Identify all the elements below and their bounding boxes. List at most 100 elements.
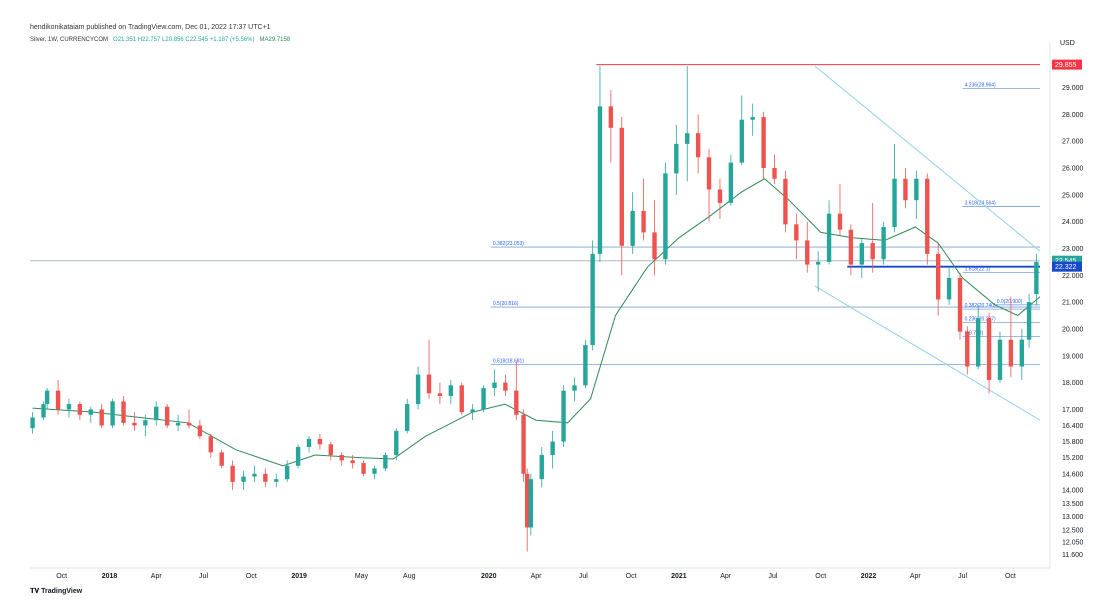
y-tick-label: 28.000 [1062,112,1084,119]
candle-body [132,422,137,426]
candle-body [143,420,148,426]
x-tick-label: 2020 [481,573,497,580]
candle-body [154,406,159,421]
y-tick-label: 18.000 [1062,380,1084,387]
candle-body [306,438,312,447]
price-label-box [1052,261,1082,272]
candle-body [448,385,454,397]
candle-body [1034,261,1039,295]
ma-value: MA29.7158 [259,37,291,43]
candle-body [550,441,555,456]
candle-body [175,422,181,426]
candle-body [965,331,970,367]
candle-body [674,143,679,174]
y-tick-label: 13.000 [1062,514,1084,521]
candle-body [219,452,224,466]
y-tick-label: 14.000 [1062,487,1084,494]
candle-body [328,444,334,456]
price-label-box [1052,59,1082,70]
candle-body [492,382,497,388]
candle-body [44,390,50,405]
candle-body [284,465,290,480]
candle-body [66,404,72,410]
y-tick-label: 27.000 [1062,139,1084,146]
candle-body [539,455,544,480]
candle-body [685,133,690,144]
channel-upper-line [814,65,1041,252]
candle-body [41,404,46,418]
x-tick-label: 2018 [102,573,118,580]
candle-body [695,133,701,158]
fib-level-label: 0.382(23.053) [493,241,524,247]
candle-body [263,473,268,482]
fib-level-label: 0.5(20.816) [493,301,519,307]
candle-body [1019,339,1025,367]
candle-body [750,117,755,120]
x-tick-label: Apr [720,573,732,580]
published-caption: hendikonikataiam published on TradingVie… [30,24,271,31]
candle-body [164,406,170,426]
x-tick-label: Oct [626,573,637,580]
candle-body [837,213,843,230]
candle-body [1026,302,1032,340]
y-tick-label: 12.050 [1062,540,1084,547]
candle-body [274,479,279,482]
candle-body [783,178,788,225]
candle-body [339,455,344,461]
x-tick-label: Apr [531,573,543,580]
candle-body [426,374,432,394]
candle-body [186,422,192,426]
symbol-name[interactable]: Silver, 1W, CURRENCYCOM [30,37,109,43]
y-tick-label: 11.600 [1062,552,1083,559]
x-tick-label: Jul [579,573,588,580]
candle-body [641,210,646,233]
fib-level-label: 0.618(18.681) [493,358,524,364]
y-tick-label: 12.500 [1062,528,1084,535]
candle-body [121,401,126,423]
y-tick-label: 19.000 [1062,353,1084,360]
candle-body [437,393,443,397]
candle-body [815,261,821,265]
candle-body [394,430,399,456]
fib-level-label: 0.382(20.740) [965,303,996,309]
candle-body [903,178,908,201]
candle-body [739,119,744,163]
candle-body [241,476,246,482]
candle-body [503,382,508,391]
y-tick-label: 17.000 [1062,407,1084,414]
candle-body [521,414,526,474]
x-tick-label: Oct [246,573,257,580]
candle-body [986,318,992,380]
candle-body [663,173,668,260]
brand-name: TradingView [41,588,83,595]
tradingview-logo[interactable]: 𝐓𝐕 TradingView [30,588,82,596]
candle-body [881,227,886,260]
candle-body [761,117,766,169]
candle-body [99,409,104,426]
candle-body [561,390,566,442]
candle-body [583,345,588,386]
candle-body [572,385,577,391]
candle-body [208,436,214,453]
candle-body [608,106,614,128]
y-tick-label: 13.500 [1062,501,1084,508]
candle-body [717,189,723,203]
candle-body [77,404,83,415]
candle-body [404,404,410,431]
candle-body [528,479,534,528]
fib-level-label: (19.718) [965,331,984,337]
candle-body [481,387,486,410]
candle-body [1008,339,1014,367]
candle-body [848,229,854,265]
candle-body [805,240,810,265]
candle-body [946,277,952,300]
y-tick-label: 16.400 [1062,423,1084,430]
candle-body [892,178,897,228]
candle-body [470,409,475,413]
x-tick-label: 2022 [861,573,877,580]
x-tick-label: Oct [1005,573,1016,580]
candle-body [619,127,624,246]
channel-lower-line [814,285,1041,421]
